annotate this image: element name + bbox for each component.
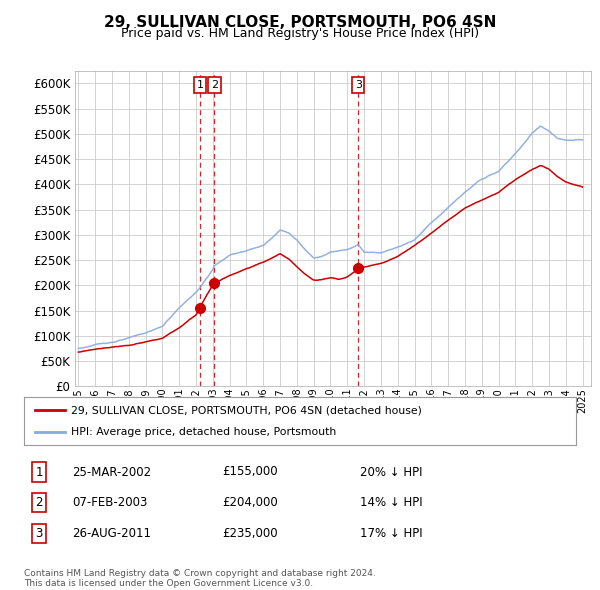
Text: Contains HM Land Registry data © Crown copyright and database right 2024.
This d: Contains HM Land Registry data © Crown c… [24, 569, 376, 588]
Text: HPI: Average price, detached house, Portsmouth: HPI: Average price, detached house, Port… [71, 427, 336, 437]
Text: 29, SULLIVAN CLOSE, PORTSMOUTH, PO6 4SN (detached house): 29, SULLIVAN CLOSE, PORTSMOUTH, PO6 4SN … [71, 405, 422, 415]
Text: Price paid vs. HM Land Registry's House Price Index (HPI): Price paid vs. HM Land Registry's House … [121, 27, 479, 40]
Text: 07-FEB-2003: 07-FEB-2003 [72, 496, 148, 509]
Text: 29, SULLIVAN CLOSE, PORTSMOUTH, PO6 4SN: 29, SULLIVAN CLOSE, PORTSMOUTH, PO6 4SN [104, 15, 496, 30]
Text: 26-AUG-2011: 26-AUG-2011 [72, 527, 151, 540]
Text: 17% ↓ HPI: 17% ↓ HPI [360, 527, 422, 540]
Text: 2: 2 [211, 80, 218, 90]
Text: £204,000: £204,000 [222, 496, 278, 509]
Text: 1: 1 [196, 80, 203, 90]
Text: £155,000: £155,000 [222, 466, 278, 478]
Text: 25-MAR-2002: 25-MAR-2002 [72, 466, 151, 478]
Text: 3: 3 [35, 527, 43, 540]
Text: 1: 1 [35, 466, 43, 478]
Text: 20% ↓ HPI: 20% ↓ HPI [360, 466, 422, 478]
Text: 2: 2 [35, 496, 43, 509]
Text: 3: 3 [355, 80, 362, 90]
Text: 14% ↓ HPI: 14% ↓ HPI [360, 496, 422, 509]
Text: £235,000: £235,000 [222, 527, 278, 540]
